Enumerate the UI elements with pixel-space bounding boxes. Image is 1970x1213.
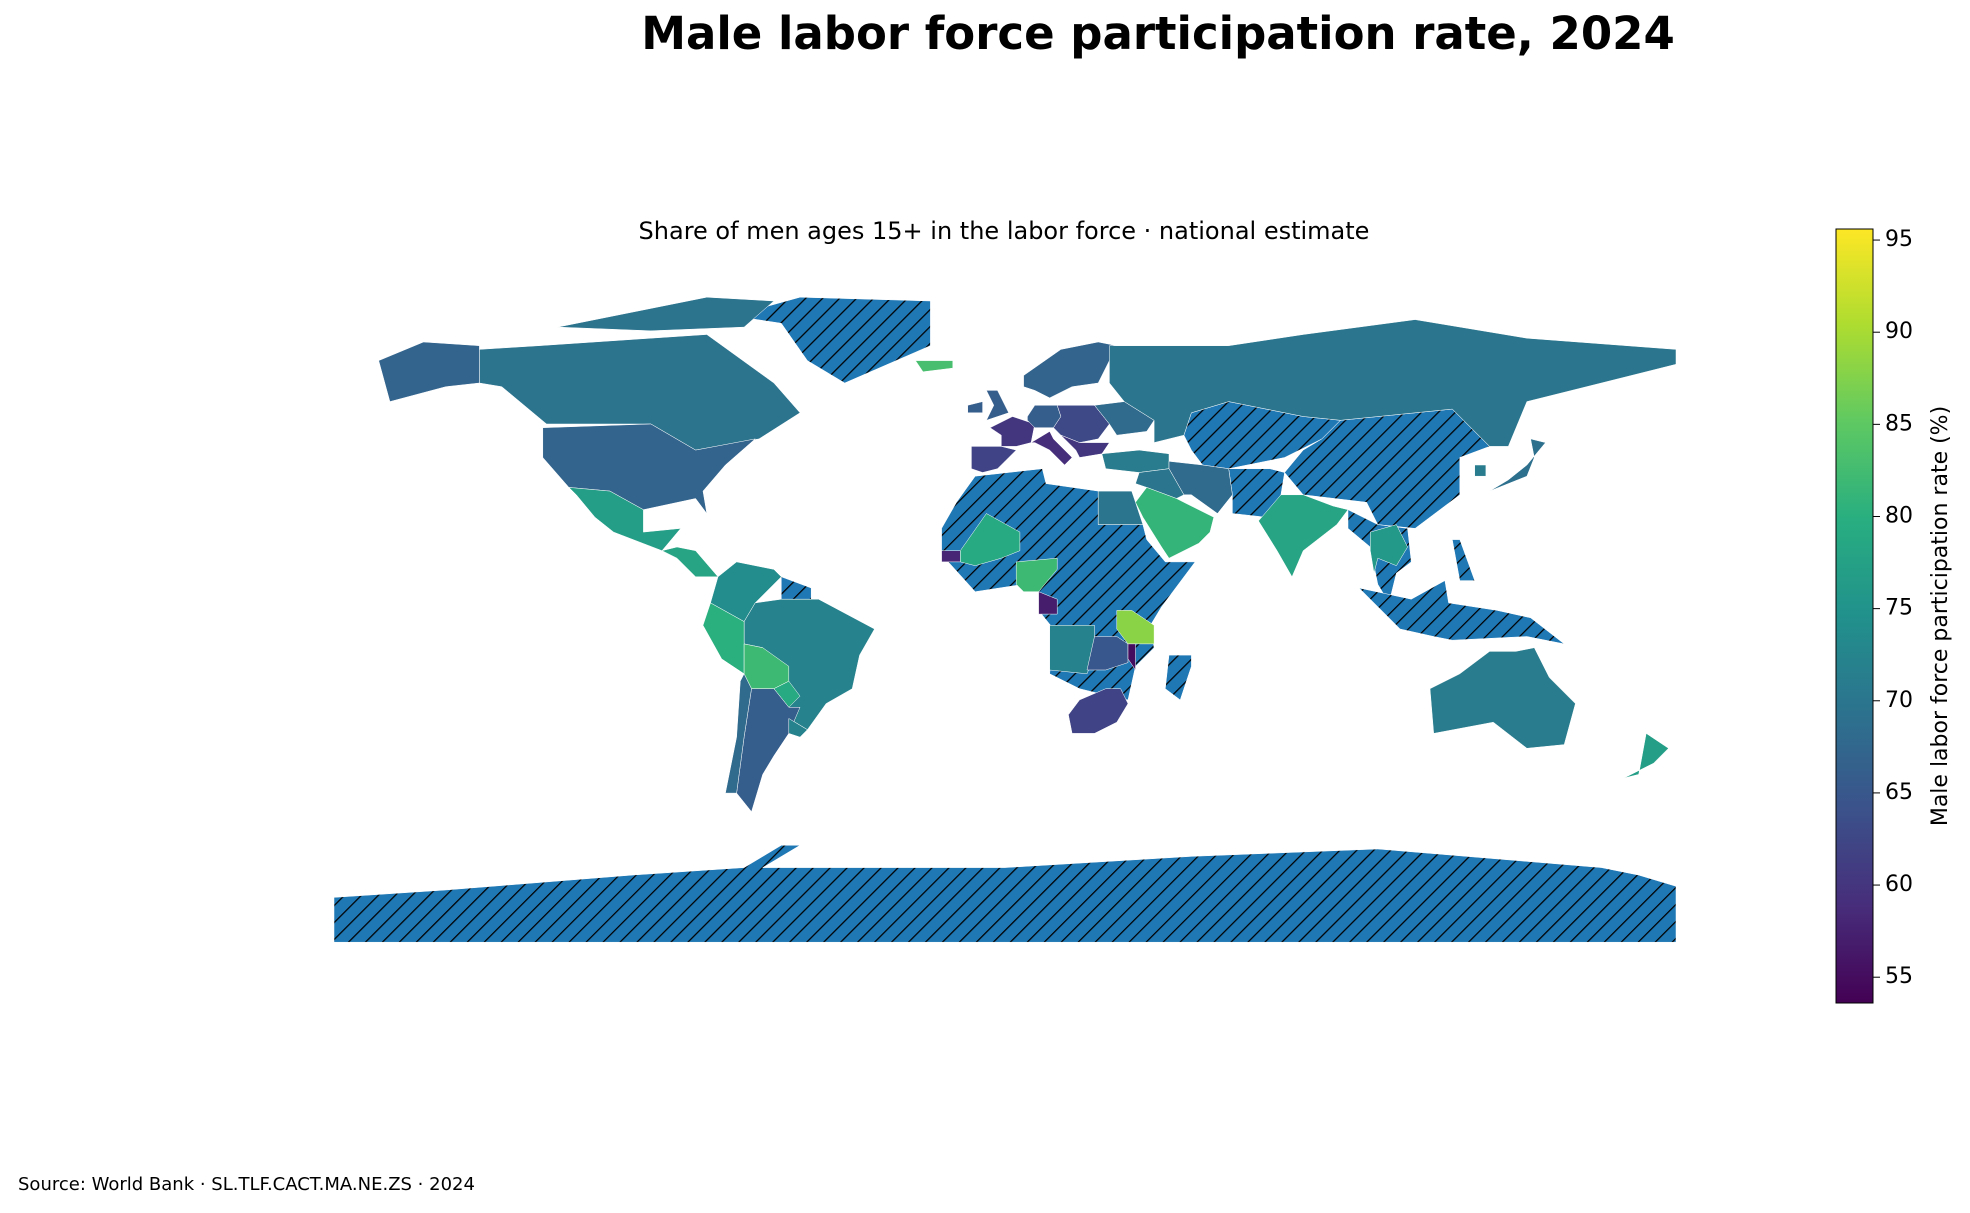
colorbar-tick-label: 80 <box>1885 503 1913 528</box>
chart-subtitle: Share of men ages 15+ in the labor force… <box>639 217 1370 245</box>
country <box>1030 431 1073 466</box>
country <box>1097 490 1144 525</box>
colorbar-tick-label: 75 <box>1885 596 1913 621</box>
country <box>960 513 1021 566</box>
colorbar-tick-label: 85 <box>1885 411 1913 436</box>
country <box>967 401 983 414</box>
country <box>1101 449 1170 473</box>
country <box>915 360 954 373</box>
country <box>989 416 1036 447</box>
no-data-region <box>781 576 812 600</box>
country <box>1109 319 1677 447</box>
colorbar <box>1835 228 1874 1004</box>
country <box>1086 636 1129 671</box>
no-data-region <box>1452 539 1476 581</box>
country <box>1038 591 1058 615</box>
no-data-region <box>732 296 931 384</box>
country <box>941 550 961 563</box>
country <box>788 718 808 738</box>
source-note: Source: World Bank · SL.TLF.CACT.MA.NE.Z… <box>18 1174 475 1195</box>
country <box>725 673 752 794</box>
country <box>1623 732 1669 779</box>
country <box>1168 461 1233 514</box>
no-data-region <box>1165 654 1192 701</box>
colorbar-tick-label: 95 <box>1885 227 1913 252</box>
colorbar-tick-label: 55 <box>1885 964 1913 989</box>
country <box>479 334 801 451</box>
colorbar-tick-label: 60 <box>1885 872 1913 897</box>
country <box>1116 610 1155 645</box>
country <box>661 546 719 578</box>
country <box>1429 647 1576 749</box>
map <box>333 296 1677 943</box>
country <box>1370 524 1408 574</box>
colorbar-label: Male labor force participation rate (%) <box>1928 406 1953 826</box>
colorbar-tick-label: 90 <box>1885 319 1913 344</box>
country <box>1127 643 1136 671</box>
colorbar-tick-label: 65 <box>1885 780 1913 805</box>
country <box>557 296 775 332</box>
no-data-region <box>1358 580 1565 645</box>
country <box>1135 487 1215 559</box>
country <box>1015 557 1058 592</box>
no-data-region <box>333 845 1677 943</box>
country <box>378 341 480 402</box>
country <box>1258 494 1349 578</box>
country <box>985 390 1010 421</box>
country <box>1023 341 1118 399</box>
country <box>1474 464 1487 477</box>
country <box>971 446 1017 473</box>
colorbar-tick-label: 70 <box>1885 688 1913 713</box>
country <box>1489 438 1546 492</box>
country <box>568 487 682 551</box>
country <box>1068 688 1129 734</box>
chart-title: Male labor force participation rate, 202… <box>641 7 1675 60</box>
